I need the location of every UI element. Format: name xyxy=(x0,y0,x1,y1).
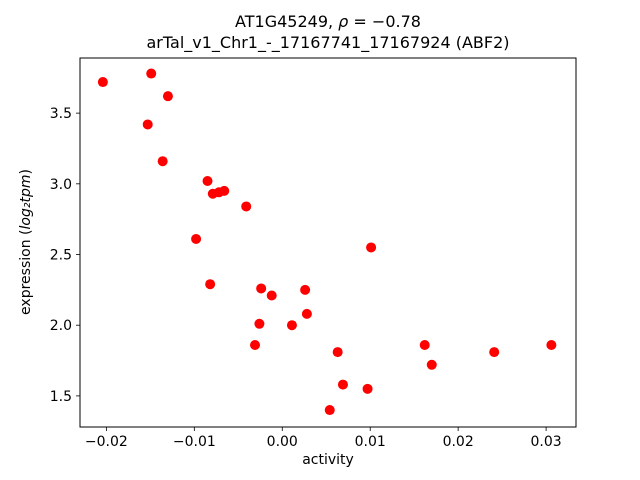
x-axis-label: activity xyxy=(302,452,354,468)
axes-frame xyxy=(79,57,577,428)
chart-title-line2: arTal_v1_Chr1_-_17167741_17167924 (ABF2) xyxy=(146,33,510,52)
data-point xyxy=(254,318,265,329)
data-point xyxy=(286,320,297,331)
data-point xyxy=(324,405,335,416)
data-point xyxy=(362,383,373,394)
y-tick-label: 2.5 xyxy=(50,248,72,264)
data-point xyxy=(205,279,216,290)
data-point xyxy=(426,359,437,370)
y-tick-label: 2.0 xyxy=(50,318,72,334)
data-point xyxy=(162,91,173,102)
data-point xyxy=(250,340,261,350)
x-tick-label: 0.03 xyxy=(531,434,562,450)
data-point xyxy=(142,119,153,130)
data-point xyxy=(97,77,108,88)
data-point xyxy=(332,347,343,358)
data-point xyxy=(419,340,430,350)
data-point xyxy=(256,283,267,294)
y-tick-label: 1.5 xyxy=(50,389,72,405)
data-point xyxy=(301,308,312,319)
y-tick-label: 3.5 xyxy=(50,106,72,122)
data-point xyxy=(191,233,202,244)
title-gene-id: AT1G45249, xyxy=(235,12,339,31)
y-tick-label: 3.0 xyxy=(50,177,72,193)
data-point xyxy=(300,284,311,295)
x-tick-label: 0.00 xyxy=(267,434,298,450)
data-point xyxy=(146,68,157,79)
data-point xyxy=(546,340,557,350)
data-point xyxy=(489,347,500,358)
x-tick-label: −0.01 xyxy=(173,434,216,450)
x-tick-label: 0.02 xyxy=(443,434,474,450)
data-point xyxy=(366,242,377,253)
chart-title-line1: AT1G45249, ρ = −0.78 xyxy=(80,11,576,32)
chart-title: AT1G45249, ρ = −0.78 arTal_v1_Chr1_-_171… xyxy=(80,11,576,53)
data-point xyxy=(266,290,277,301)
title-rho-symbol: ρ xyxy=(338,12,349,31)
data-point xyxy=(202,176,213,186)
data-point xyxy=(157,156,168,167)
data-point xyxy=(241,201,252,212)
data-point xyxy=(337,379,348,390)
x-tick-label: −0.02 xyxy=(85,434,128,450)
x-tick-label: 0.01 xyxy=(355,434,386,450)
data-point xyxy=(219,185,230,196)
title-rho-value: = −0.78 xyxy=(348,12,421,31)
